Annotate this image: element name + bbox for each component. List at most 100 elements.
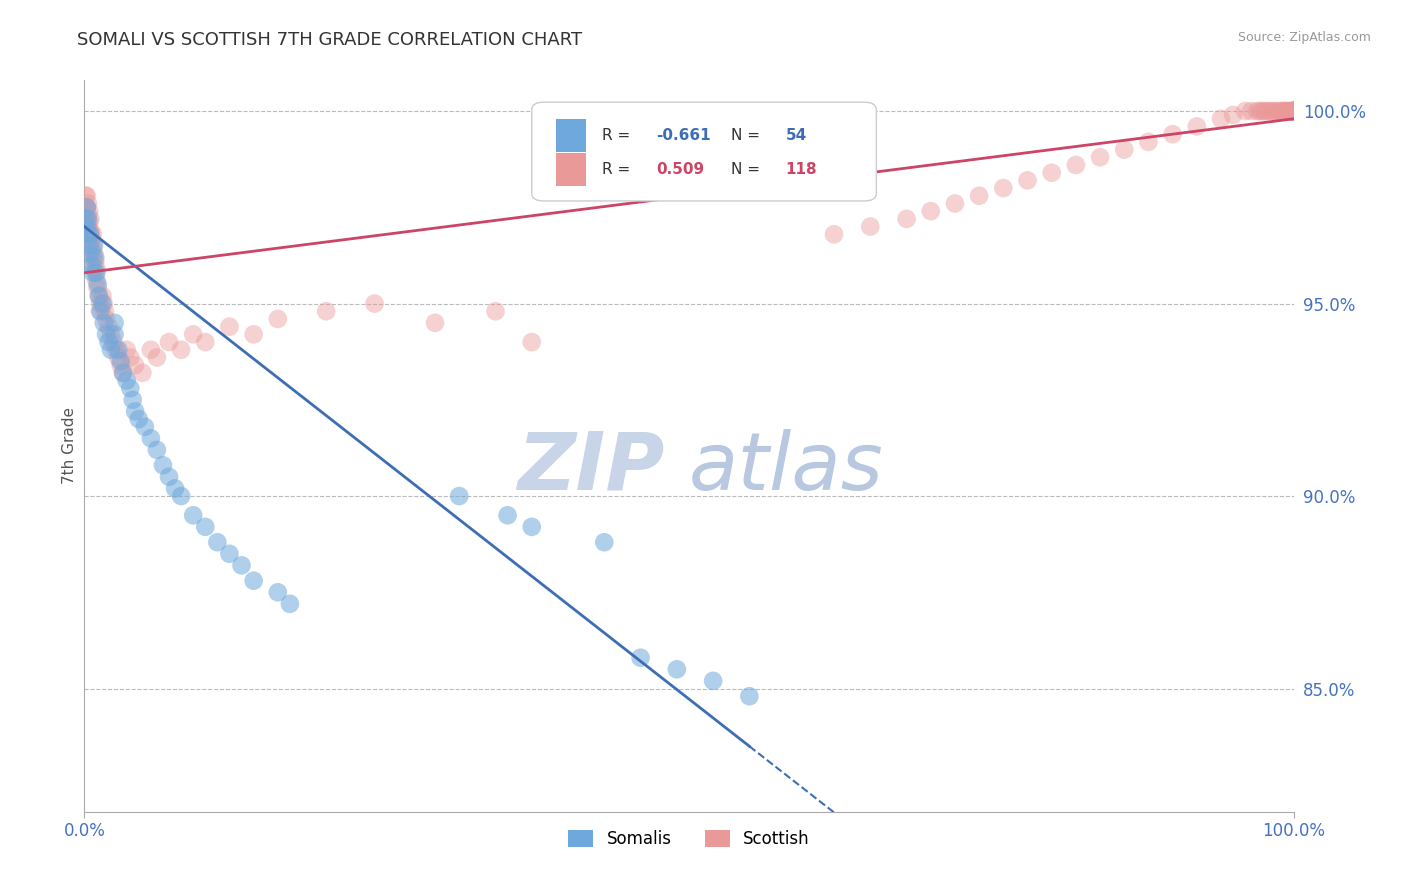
- Point: [80, 258, 103, 272]
- Point: [77, 211, 100, 226]
- Text: ZIP: ZIP: [517, 429, 665, 507]
- Point: [363, 296, 385, 310]
- Point: [112, 366, 135, 380]
- Point: [1279, 104, 1302, 119]
- Point: [86, 273, 108, 287]
- Point: [1272, 104, 1295, 119]
- Text: 118: 118: [786, 162, 817, 177]
- Point: [170, 489, 193, 503]
- Point: [100, 327, 122, 342]
- Point: [1282, 104, 1305, 119]
- Point: [110, 354, 132, 368]
- Point: [194, 334, 217, 349]
- Point: [593, 535, 616, 549]
- Point: [110, 358, 132, 372]
- Point: [86, 266, 108, 280]
- Point: [76, 219, 98, 234]
- Point: [77, 227, 100, 242]
- Point: [93, 296, 115, 310]
- Text: 0.509: 0.509: [657, 162, 704, 177]
- Point: [1278, 104, 1301, 119]
- FancyBboxPatch shape: [555, 153, 586, 186]
- Point: [83, 239, 105, 253]
- Point: [181, 327, 204, 342]
- Point: [90, 304, 112, 318]
- Point: [107, 351, 129, 365]
- Point: [993, 181, 1015, 195]
- Point: [89, 304, 111, 318]
- Point: [896, 211, 918, 226]
- Point: [1275, 104, 1298, 119]
- Point: [1278, 104, 1301, 119]
- Point: [278, 597, 301, 611]
- Text: R =: R =: [602, 162, 636, 177]
- Point: [1185, 120, 1208, 134]
- Point: [76, 188, 98, 202]
- Point: [75, 200, 97, 214]
- Point: [84, 254, 107, 268]
- Point: [665, 662, 688, 676]
- Point: [267, 585, 290, 599]
- Point: [1161, 127, 1184, 141]
- Point: [1282, 104, 1305, 119]
- Point: [1246, 104, 1268, 119]
- Point: [86, 261, 108, 276]
- Text: 54: 54: [786, 128, 807, 143]
- Point: [146, 442, 169, 457]
- Point: [1282, 104, 1305, 119]
- Point: [702, 673, 724, 688]
- Point: [83, 246, 105, 260]
- Point: [87, 289, 110, 303]
- Point: [83, 258, 105, 272]
- Point: [1282, 104, 1305, 119]
- Point: [194, 520, 217, 534]
- Point: [1268, 104, 1291, 119]
- Legend: Somalis, Scottish: Somalis, Scottish: [561, 823, 817, 855]
- Point: [1258, 104, 1281, 119]
- Point: [449, 489, 471, 503]
- Point: [231, 558, 253, 573]
- Point: [77, 204, 100, 219]
- Point: [152, 458, 174, 473]
- Point: [1282, 104, 1305, 119]
- Point: [520, 334, 543, 349]
- Point: [1282, 104, 1305, 119]
- Point: [1282, 104, 1305, 119]
- FancyBboxPatch shape: [555, 119, 586, 152]
- Point: [1277, 104, 1299, 119]
- Point: [115, 374, 138, 388]
- Point: [103, 334, 125, 349]
- Point: [207, 535, 229, 549]
- Point: [77, 216, 100, 230]
- Point: [94, 312, 117, 326]
- Point: [1281, 104, 1303, 119]
- Text: atlas: atlas: [689, 429, 884, 507]
- Point: [93, 316, 115, 330]
- Point: [107, 343, 129, 357]
- Point: [84, 251, 107, 265]
- Point: [79, 246, 101, 260]
- Point: [1271, 104, 1294, 119]
- Point: [134, 419, 156, 434]
- Point: [1064, 158, 1087, 172]
- Point: [170, 343, 193, 357]
- Point: [423, 316, 446, 330]
- Point: [1282, 104, 1305, 119]
- Point: [79, 235, 101, 249]
- Point: [104, 327, 127, 342]
- Point: [75, 211, 97, 226]
- Point: [139, 343, 162, 357]
- Point: [859, 219, 882, 234]
- Point: [242, 574, 264, 588]
- Point: [94, 304, 117, 318]
- Point: [165, 481, 187, 495]
- Point: [218, 319, 240, 334]
- Point: [1282, 104, 1305, 119]
- Point: [76, 200, 98, 214]
- Point: [1234, 104, 1257, 119]
- Point: [1265, 104, 1288, 119]
- Point: [76, 200, 98, 214]
- Point: [75, 188, 97, 202]
- Point: [1249, 104, 1271, 119]
- Point: [124, 404, 146, 418]
